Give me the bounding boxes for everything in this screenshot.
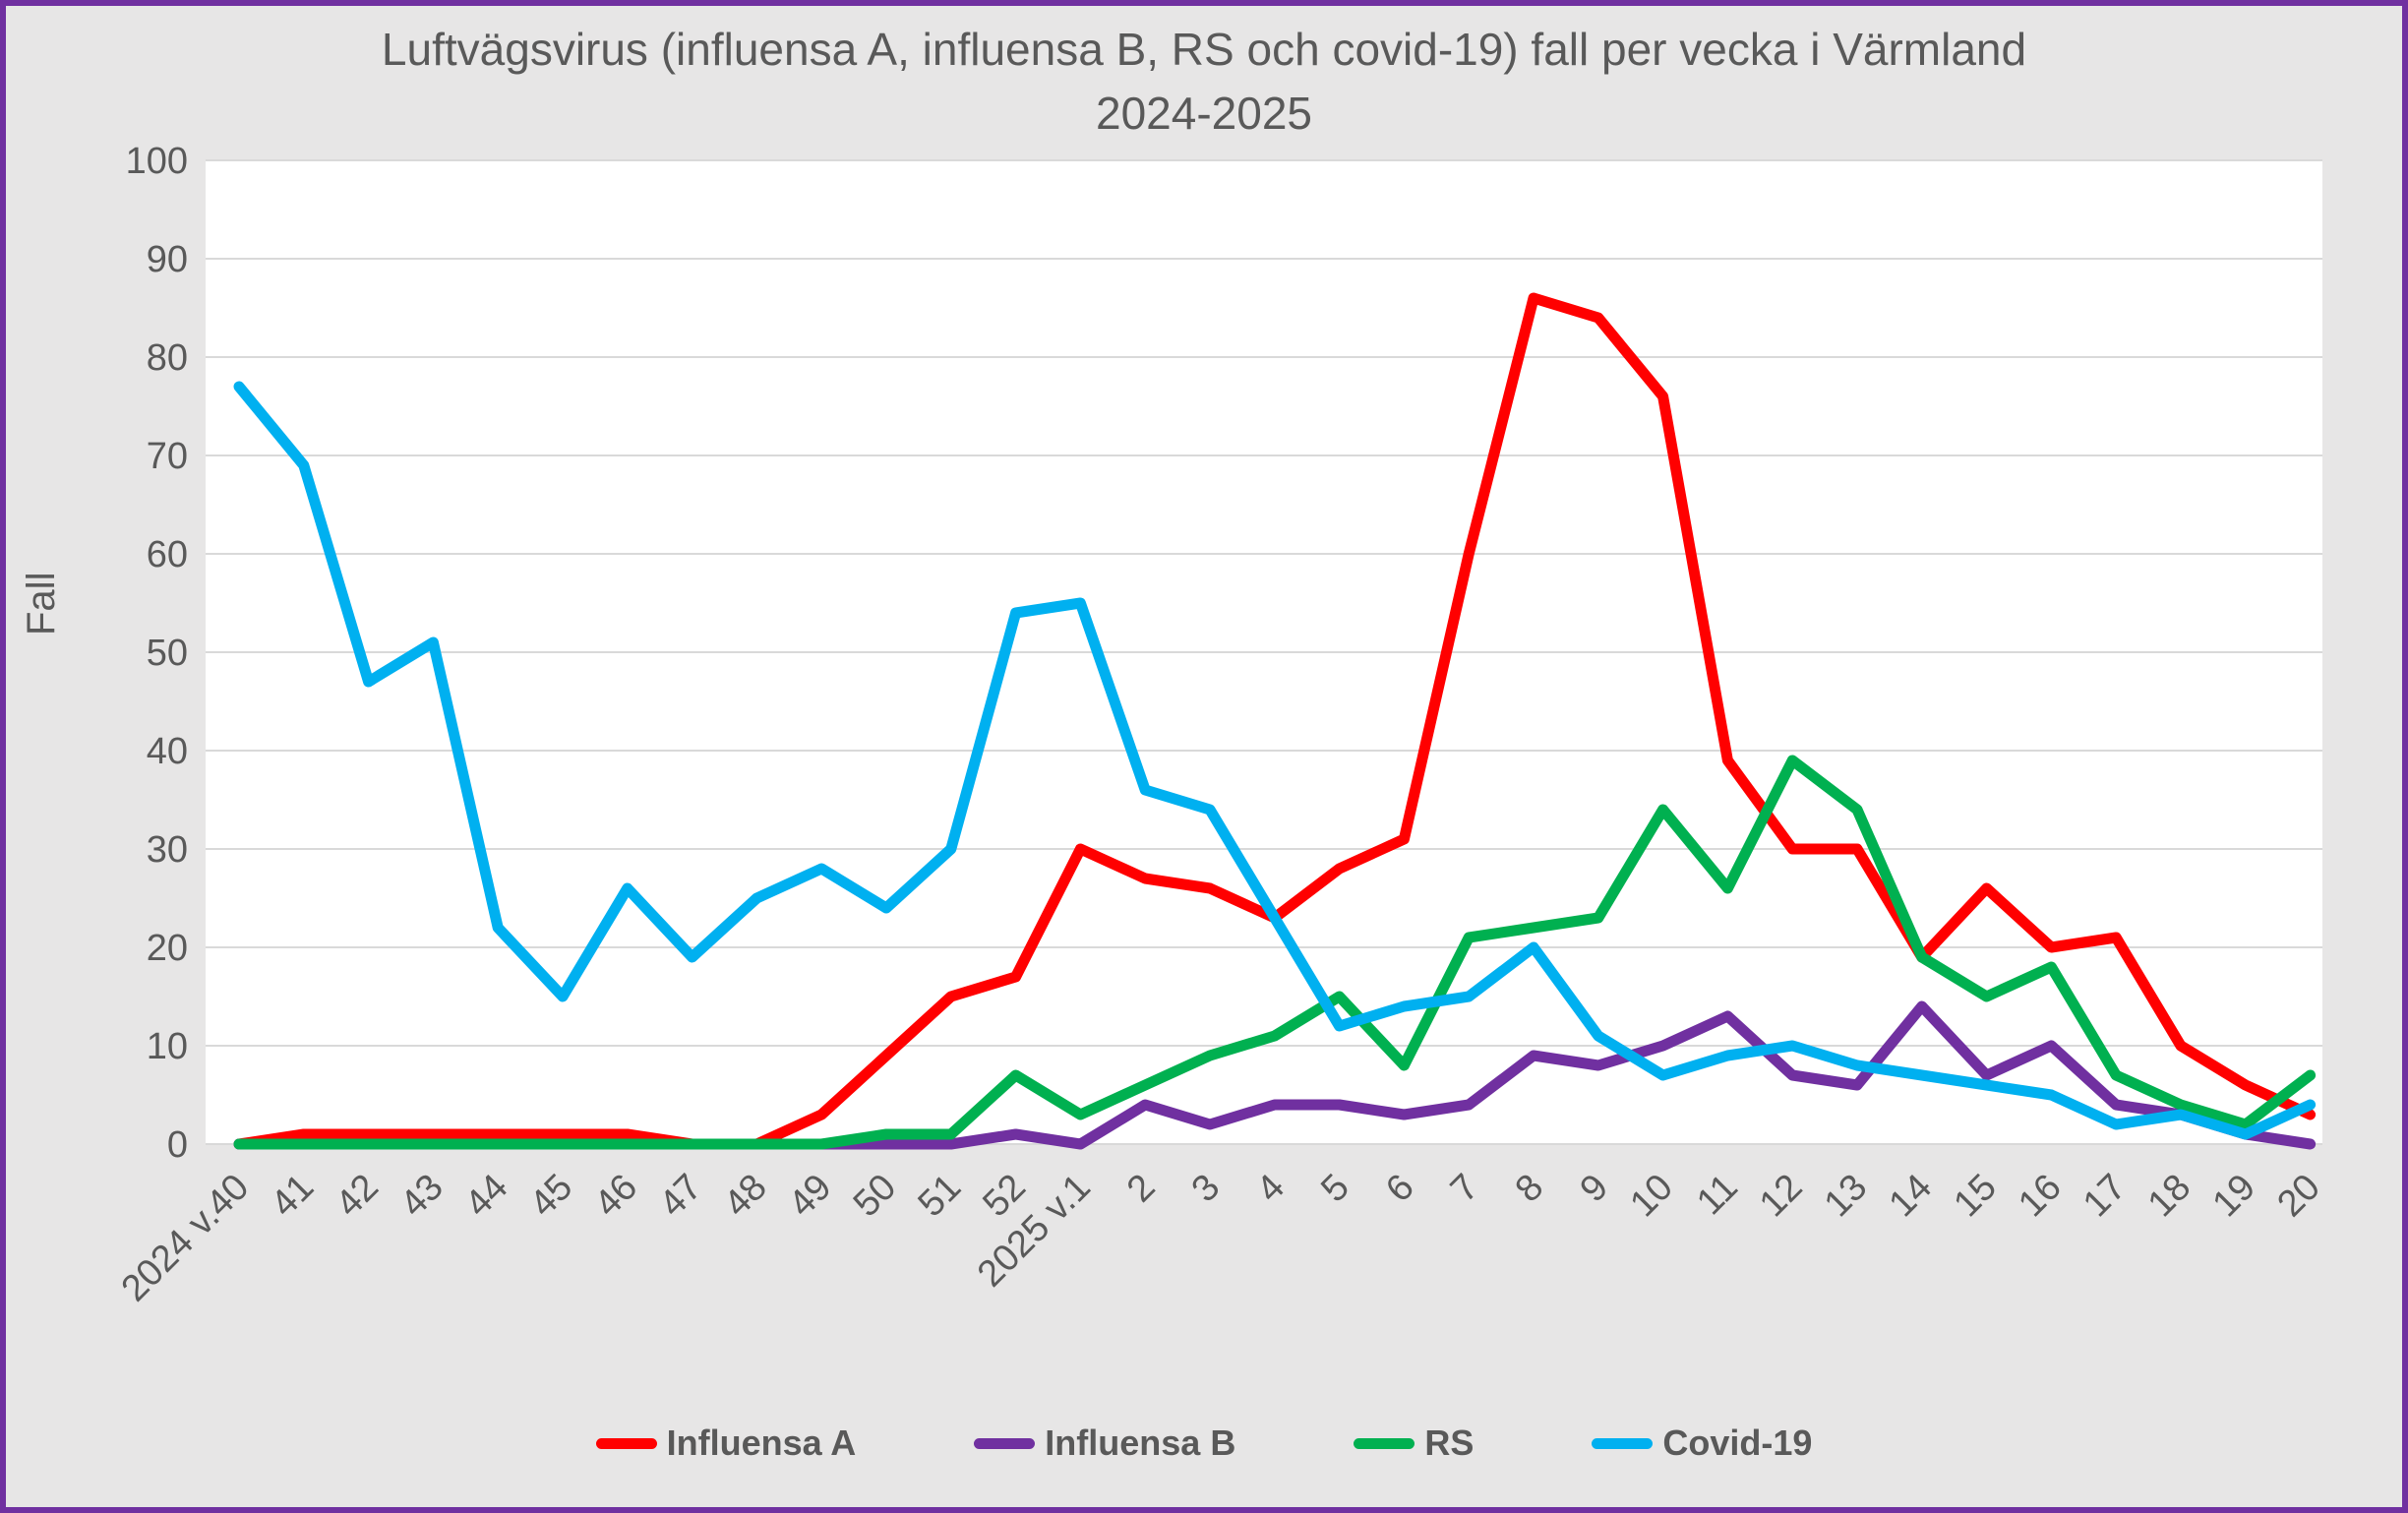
x-tick-label: 16 — [2011, 1167, 2070, 1226]
legend-label: RS — [1424, 1422, 1475, 1463]
chart-title-text: Luftvägsvirus (influensa A, influensa B,… — [381, 24, 2027, 140]
y-tick-label: 10 — [147, 1026, 188, 1067]
x-tick-label: 6 — [1378, 1167, 1422, 1211]
y-tick-label: 0 — [167, 1124, 188, 1166]
x-tick-label: 10 — [1622, 1167, 1681, 1226]
x-tick-label: 42 — [328, 1167, 387, 1226]
legend-label: Covid-19 — [1662, 1422, 1813, 1463]
y-tick-label: 100 — [126, 141, 188, 182]
x-tick-label: 15 — [1946, 1167, 2005, 1226]
series-line-rs — [233, 755, 2317, 1150]
x-tick-label: 4 — [1249, 1167, 1294, 1211]
y-tick-label: 20 — [147, 928, 188, 969]
y-tick-label: 60 — [147, 534, 188, 575]
x-tick-label: 17 — [2076, 1167, 2135, 1226]
x-tick-label: 45 — [522, 1167, 581, 1226]
x-tick-label: 14 — [1882, 1167, 1941, 1226]
x-tick-label: 48 — [716, 1167, 775, 1226]
legend-item-influensa-a: Influensa A — [595, 1422, 857, 1464]
x-tick-label: 2024 v.40 — [114, 1167, 258, 1310]
legend-swatch-icon — [595, 1437, 657, 1449]
x-tick-label: 47 — [651, 1167, 710, 1226]
legend-item-influensa-b: Influensa B — [974, 1422, 1235, 1464]
y-tick-label: 50 — [147, 633, 188, 674]
x-tick-label: 3 — [1184, 1167, 1229, 1211]
x-tick-label: 20 — [2269, 1167, 2328, 1226]
y-tick-label: 80 — [147, 337, 188, 379]
x-tick-label: 51 — [911, 1167, 970, 1226]
x-tick-label: 50 — [846, 1167, 905, 1226]
x-tick-label: 41 — [264, 1167, 323, 1226]
x-tick-label: 18 — [2140, 1167, 2199, 1226]
legend: Influensa A Influensa B RS Covid-19 — [6, 1422, 2402, 1464]
y-tick-label: 30 — [147, 829, 188, 871]
chart-title: Luftvägsvirus (influensa A, influensa B,… — [6, 18, 2402, 147]
x-tick-label: 13 — [1817, 1167, 1876, 1226]
x-tick-label: 9 — [1573, 1167, 1617, 1211]
y-tick-label: 90 — [147, 239, 188, 280]
legend-item-rs: RS — [1354, 1422, 1474, 1464]
x-tick-label: 43 — [392, 1167, 452, 1226]
legend-swatch-icon — [1354, 1437, 1415, 1449]
x-tick-label: 8 — [1508, 1167, 1552, 1211]
legend-item-covid-19: Covid-19 — [1592, 1422, 1812, 1464]
legend-label: Influensa B — [1045, 1422, 1236, 1463]
legend-swatch-icon — [1592, 1437, 1654, 1449]
x-tick-label: 2 — [1119, 1167, 1164, 1211]
x-tick-label: 5 — [1313, 1167, 1357, 1211]
x-tick-label: 7 — [1443, 1167, 1487, 1211]
x-tick-label: 46 — [587, 1167, 646, 1226]
y-tick-label: 70 — [147, 436, 188, 477]
x-tick-label: 12 — [1752, 1167, 1811, 1226]
x-tick-label: 19 — [2205, 1167, 2264, 1226]
y-tick-label: 40 — [147, 731, 188, 772]
legend-swatch-icon — [974, 1437, 1036, 1449]
x-tick-label: 44 — [457, 1167, 516, 1226]
x-tick-label: 11 — [1689, 1167, 1746, 1224]
legend-label: Influensa A — [666, 1422, 857, 1463]
x-tick-label: 49 — [781, 1167, 840, 1226]
series-line-covid-19 — [233, 381, 2317, 1140]
